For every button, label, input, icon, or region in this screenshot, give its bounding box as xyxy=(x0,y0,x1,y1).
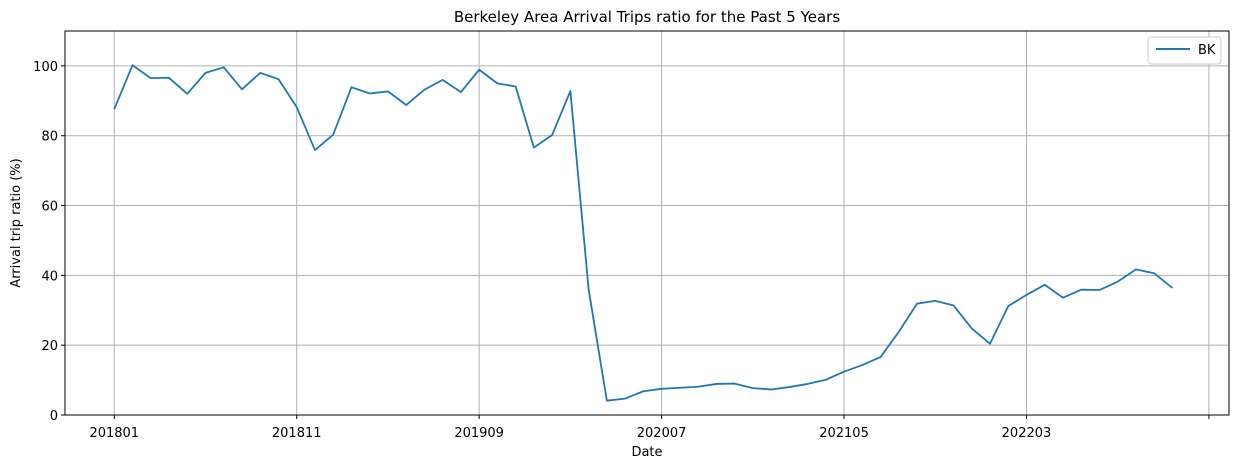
x-tick-label: 202105 xyxy=(819,426,869,441)
x-tick-label: 201909 xyxy=(454,426,504,441)
y-tick-label: 20 xyxy=(41,339,58,354)
legend-box xyxy=(1147,36,1222,65)
grid xyxy=(65,31,1229,416)
x-tick-label: 201801 xyxy=(89,426,139,441)
plot-frame xyxy=(64,30,1230,416)
x-tick-label: 202007 xyxy=(637,426,687,441)
y-tick-label: 80 xyxy=(41,130,58,145)
series-layer xyxy=(113,64,1174,402)
chart-title: Berkeley Area Arrival Trips ratio for th… xyxy=(454,8,841,26)
x-tick-label: 202203 xyxy=(1002,426,1052,441)
y-axis-ticks: 0 20 40 60 80 100 xyxy=(33,60,65,424)
legend: BK xyxy=(1147,36,1222,65)
legend-label-bk: BK xyxy=(1198,43,1216,58)
x-axis-ticks: 201801 201811 201909 202007 202105 202203 xyxy=(89,415,1210,441)
y-tick-label: 100 xyxy=(33,60,58,75)
y-tick-label: 60 xyxy=(41,200,58,215)
series-line-bk xyxy=(113,64,1174,402)
x-tick-label: 201811 xyxy=(272,426,322,441)
y-tick-label: 40 xyxy=(41,269,58,284)
y-tick-label: 0 xyxy=(50,409,58,424)
y-axis-label: Arrival trip ratio (%) xyxy=(9,158,24,287)
x-axis-label: Date xyxy=(631,445,662,460)
